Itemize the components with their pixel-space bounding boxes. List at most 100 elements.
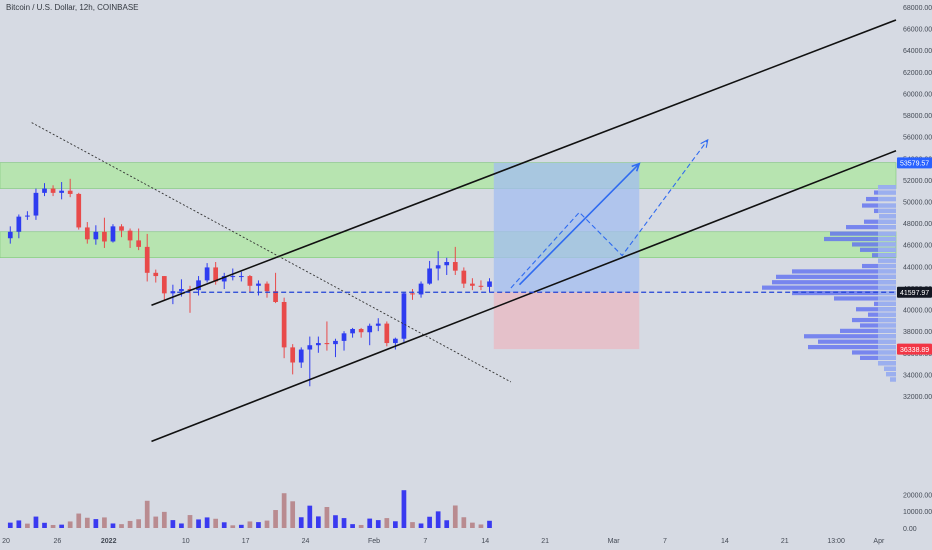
candle — [410, 289, 415, 300]
candle — [290, 344, 296, 375]
volume-bar — [264, 520, 270, 528]
candle — [16, 214, 22, 239]
long-position-tool[interactable] — [493, 162, 640, 350]
candle — [470, 278, 475, 291]
candle-body — [401, 293, 407, 339]
time-axis[interactable]: 20 26 2022 10 17 24 Feb 7 14 21 Mar 7 14 21 13:00 Apr — [2, 538, 885, 545]
candle — [333, 338, 338, 358]
candle — [401, 292, 407, 342]
time-tick-label: 10 — [182, 538, 190, 545]
price-tick-label: 64000.00 — [903, 48, 932, 55]
candle-body — [59, 190, 64, 193]
candlesticks — [7, 178, 492, 387]
candle — [221, 272, 227, 290]
volume-bar — [204, 517, 210, 528]
candle-body — [196, 280, 201, 291]
volume-bar — [221, 522, 227, 528]
candle — [93, 225, 99, 245]
candle — [110, 224, 116, 243]
candle-body — [119, 226, 124, 231]
volume-profile-value-area — [878, 312, 896, 317]
time-tick-label: 14 — [721, 538, 729, 545]
candle — [418, 281, 424, 298]
volume-profile-value-area — [878, 334, 896, 339]
candle — [238, 271, 244, 282]
price-label-text: 53579.57 — [900, 161, 929, 168]
price-label-box — [897, 343, 932, 355]
candle — [461, 267, 467, 288]
candle — [393, 337, 398, 350]
candle — [127, 228, 133, 248]
candle — [42, 183, 47, 197]
candle — [358, 327, 364, 338]
volume-profile-bar — [818, 339, 896, 344]
candle — [435, 251, 441, 281]
price-tick-label: 56000.00 — [903, 135, 932, 142]
volume-bar — [350, 524, 355, 528]
volume-profile-value-area — [878, 317, 896, 323]
volume-bar — [427, 516, 432, 528]
volume-profile-value-area — [878, 185, 896, 190]
volume-profile-bar — [824, 236, 896, 242]
candle — [33, 188, 39, 220]
volume-bar — [324, 507, 330, 528]
volume-bar — [110, 523, 116, 528]
candle — [67, 178, 73, 198]
candle-body — [161, 276, 167, 294]
candle-body — [393, 338, 398, 344]
price-tick-label: 66000.00 — [903, 27, 932, 34]
candle-body — [16, 216, 22, 232]
volume-bar — [375, 520, 381, 528]
candle-body — [461, 270, 467, 284]
volume-tick-label: 10000.00 — [903, 509, 932, 516]
candle-body — [316, 343, 321, 346]
volume-profile — [762, 185, 896, 382]
volume-profile-bar — [776, 274, 896, 279]
volume-bar — [84, 517, 90, 528]
candle — [487, 278, 492, 293]
candle-body — [350, 329, 355, 334]
candle-body — [256, 283, 261, 286]
volume-bar — [333, 515, 338, 528]
candle — [341, 331, 347, 351]
volume-profile-value-area — [878, 190, 896, 195]
trend-lines[interactable] — [31, 19, 897, 443]
volume-bar — [418, 523, 424, 528]
price-tick-label: 34000.00 — [903, 372, 932, 379]
target-zone — [493, 162, 640, 293]
candle — [444, 257, 450, 275]
candle — [7, 226, 13, 244]
volume-bar — [487, 520, 492, 528]
volume-bar — [102, 517, 107, 528]
volume-profile-value-area — [878, 242, 896, 247]
volume-bar — [281, 493, 287, 528]
volume-profile-value-area — [878, 208, 896, 214]
volume-profile-bar — [808, 344, 896, 350]
volume-profile-value-area — [878, 307, 896, 312]
candle-body — [33, 192, 39, 216]
volume-profile-bar — [830, 231, 896, 236]
time-tick-label: 26 — [53, 538, 61, 545]
volume-bar — [290, 501, 296, 528]
candle-body — [238, 276, 244, 278]
projection-arrow-head — [631, 162, 641, 172]
candle — [136, 228, 141, 251]
candle-body — [50, 188, 56, 193]
candle-body — [298, 349, 304, 363]
volume-profile-bar — [792, 290, 896, 296]
volume-bar — [196, 519, 201, 528]
volume-bar — [358, 524, 364, 528]
price-label-text: 41597.97 — [900, 290, 929, 297]
candle-body — [67, 190, 73, 194]
candle — [264, 281, 270, 298]
price-tick-label: 32000.00 — [903, 394, 932, 401]
volume-profile-value-area — [878, 225, 896, 230]
candle — [281, 297, 287, 359]
volume-profile-value-area — [878, 323, 896, 328]
volume-bar — [76, 513, 82, 528]
candle — [119, 224, 124, 238]
volume-bar — [461, 517, 467, 528]
volume-profile-value-area — [878, 296, 896, 301]
candle — [84, 222, 90, 244]
